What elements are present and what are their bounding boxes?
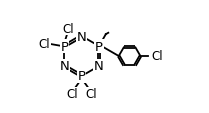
Text: N: N [94, 60, 104, 73]
Text: N: N [60, 60, 69, 73]
Text: P: P [60, 40, 68, 53]
Text: Cl: Cl [85, 87, 97, 100]
Text: N: N [77, 30, 87, 43]
Text: Cl: Cl [152, 50, 163, 63]
Text: Cl: Cl [66, 87, 78, 100]
Text: Cl: Cl [63, 23, 74, 36]
Text: P: P [78, 70, 86, 83]
Text: Cl: Cl [39, 38, 50, 51]
Text: P: P [95, 40, 103, 53]
